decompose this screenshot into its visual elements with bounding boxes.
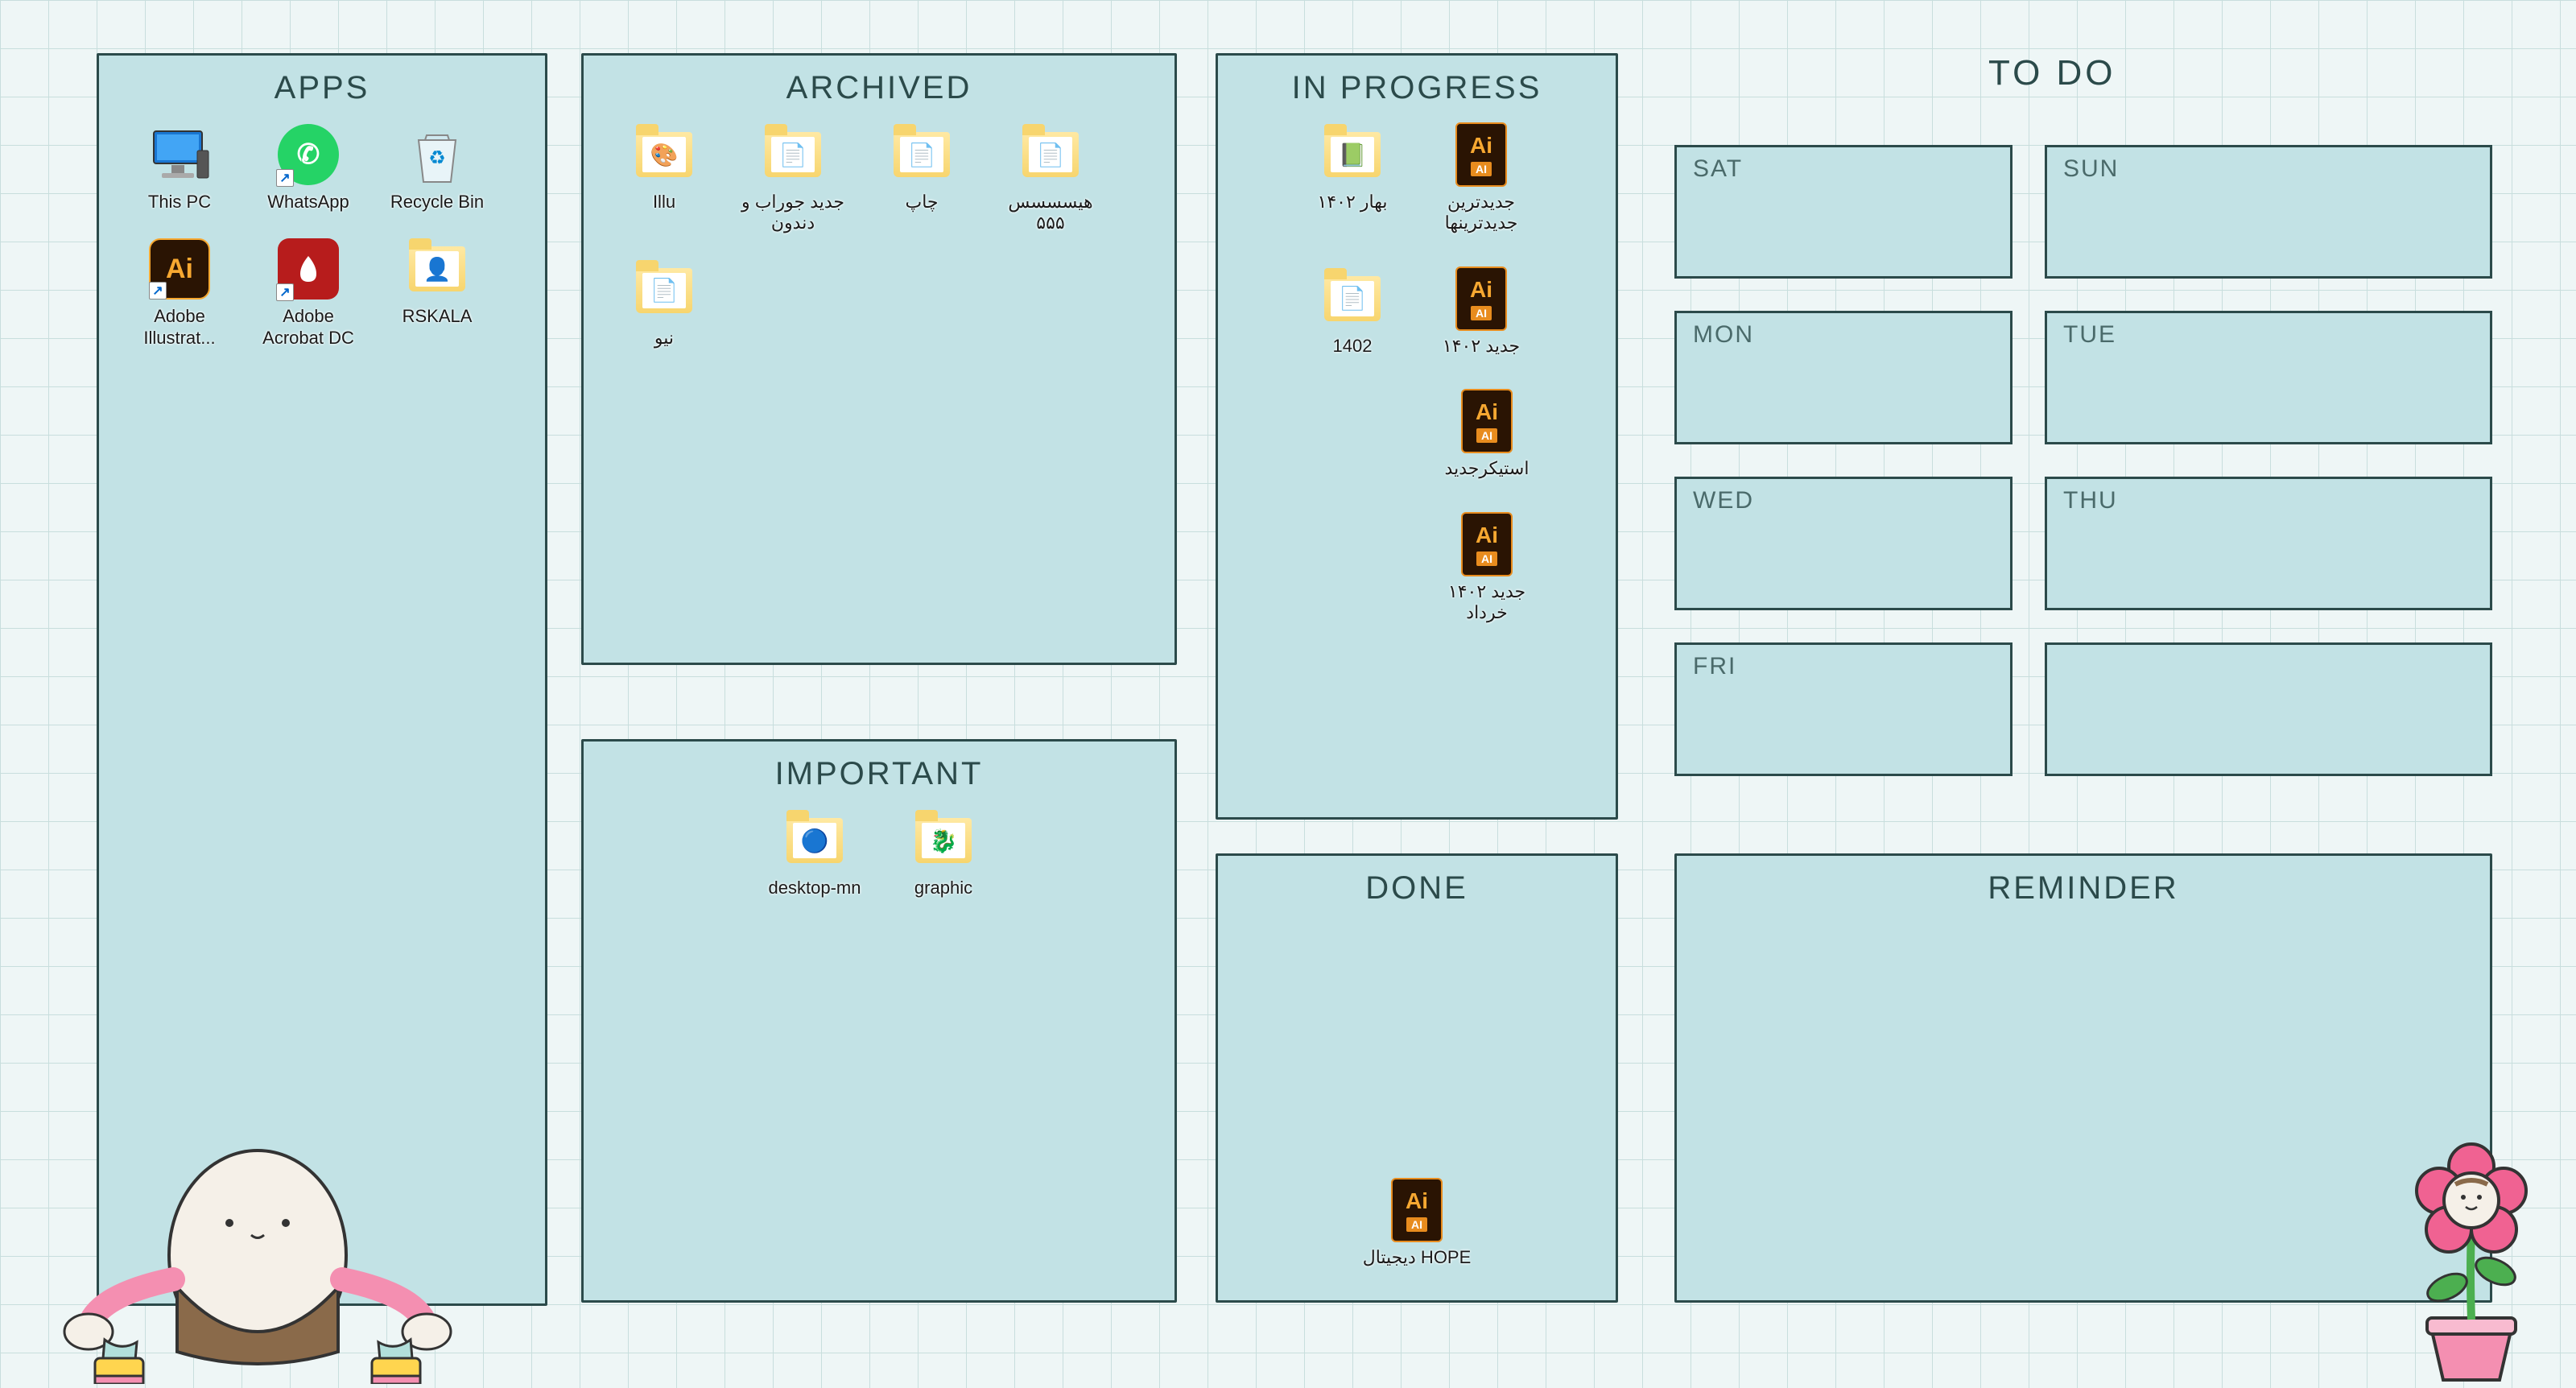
adobe-illustrator-label: Adobe Illustrat... (123, 306, 236, 349)
day-label-blank (2047, 645, 2490, 653)
day-label-tue: TUE (2047, 313, 2490, 349)
folder-bahar[interactable]: 📗 بهار ۱۴۰۲ (1296, 122, 1409, 234)
adobe-acrobat-icon: ↗ (276, 237, 341, 301)
folder-illu-label: Illu (653, 192, 675, 213)
folder-hisssss-icon: 📄 (1018, 122, 1083, 187)
folder-niv[interactable]: 📄 نیو (608, 258, 720, 349)
day-label-fri: FRI (1677, 645, 2010, 680)
ai-new-1402-icon: AiAI (1449, 266, 1513, 331)
day-panel-thu: THU (2045, 477, 2492, 610)
todo-title: TO DO (1988, 53, 2116, 93)
adobe-acrobat-label: Adobe Acrobat DC (252, 306, 365, 349)
day-panel-sat: SAT (1674, 145, 2013, 279)
panel-apps-title: APPS (99, 56, 545, 106)
folder-illu-icon: 🎨 (632, 122, 696, 187)
day-label-sun: SUN (2047, 147, 2490, 183)
panel-archived-title: ARCHIVED (584, 56, 1174, 106)
folder-sock-dandoon[interactable]: 📄 جدید جوراب و دندون (737, 122, 849, 234)
folder-desktop-mn-label: desktop-mn (769, 878, 861, 898)
apps-grid: This PC ✆↗ WhatsApp ♻ Recycle Bin Ai↗ Ad… (99, 106, 545, 365)
day-label-mon: MON (1677, 313, 2010, 349)
ai-sticker-new[interactable]: AiAI استیکرجدید (1430, 389, 1543, 479)
folder-sock-dandoon-label: جدید جوراب و دندون (737, 192, 849, 234)
folder-niv-icon: 📄 (632, 258, 696, 323)
day-panel-mon: MON (1674, 311, 2013, 444)
folder-graphic-label: graphic (914, 878, 972, 898)
panel-apps: APPS This PC ✆↗ WhatsApp ♻ Recycle Bin A… (97, 53, 547, 1306)
day-label-sat: SAT (1677, 147, 2010, 183)
panel-reminder: REMINDER (1674, 853, 2492, 1303)
panel-important-title: IMPORTANT (584, 742, 1174, 792)
adobe-illustrator-icon: Ai↗ (147, 237, 212, 301)
ai-new-1402-label: جدید ۱۴۰۲ (1443, 336, 1520, 357)
folder-1402-label: 1402 (1333, 336, 1373, 357)
ai-sticker-new-icon: AiAI (1455, 389, 1519, 453)
panel-in-progress-title: IN PROGRESS (1218, 56, 1616, 106)
folder-desktop-mn[interactable]: 🔵 desktop-mn (758, 808, 871, 898)
done-grid: AiAI دیجیتال HOPE (1218, 1162, 1616, 1284)
recycle-bin-icon: ♻ (405, 122, 469, 187)
panel-done: DONE AiAI دیجیتال HOPE (1216, 853, 1618, 1303)
this-pc[interactable]: This PC (123, 122, 236, 213)
day-label-wed: WED (1677, 479, 2010, 514)
whatsapp-icon: ✆↗ (276, 122, 341, 187)
panel-reminder-title: REMINDER (1677, 856, 2490, 907)
folder-hisssss[interactable]: 📄 هیسسسس ۵۵۵ (994, 122, 1107, 234)
svg-text:♻: ♻ (428, 147, 446, 169)
day-panel-sun: SUN (2045, 145, 2492, 279)
rskala-icon: 👤 (405, 237, 469, 301)
folder-chap-icon: 📄 (890, 122, 954, 187)
recycle-bin[interactable]: ♻ Recycle Bin (381, 122, 493, 213)
folder-bahar-icon: 📗 (1320, 122, 1385, 187)
day-panel-wed: WED (1674, 477, 2013, 610)
ai-khordad-label: جدید ۱۴۰۲ خرداد (1430, 581, 1543, 624)
rskala-label: RSKALA (402, 306, 473, 327)
panel-archived: ARCHIVED 🎨 Illu 📄 جدید جوراب و دندون 📄 چ… (581, 53, 1177, 665)
panel-in-progress: IN PROGRESS 📗 بهار ۱۴۰۲ AiAI جدیدترین جد… (1216, 53, 1618, 820)
important-grid: 🔵 desktop-mn 🐉 graphic (584, 792, 1174, 915)
panel-important: IMPORTANT 🔵 desktop-mn 🐉 graphic (581, 739, 1177, 1303)
day-panel-blank (2045, 642, 2492, 776)
folder-illu[interactable]: 🎨 Illu (608, 122, 720, 234)
ai-new-1402[interactable]: AiAI جدید ۱۴۰۲ (1425, 266, 1538, 357)
folder-1402[interactable]: 📄 1402 (1296, 266, 1409, 357)
rskala[interactable]: 👤 RSKALA (381, 237, 493, 349)
adobe-illustrator[interactable]: Ai↗ Adobe Illustrat... (123, 237, 236, 349)
panel-done-title: DONE (1218, 856, 1616, 907)
whatsapp[interactable]: ✆↗ WhatsApp (252, 122, 365, 213)
in-progress-grid: 📗 بهار ۱۴۰۲ AiAI جدیدترین جدیدترینها 📄 1… (1218, 106, 1616, 639)
ai-newest-label: جدیدترین جدیدترینها (1425, 192, 1538, 234)
this-pc-label: This PC (148, 192, 211, 213)
adobe-acrobat[interactable]: ↗ Adobe Acrobat DC (252, 237, 365, 349)
folder-sock-dandoon-icon: 📄 (761, 122, 825, 187)
whatsapp-label: WhatsApp (267, 192, 349, 213)
folder-chap[interactable]: 📄 چاپ (865, 122, 978, 234)
this-pc-icon (147, 122, 212, 187)
folder-niv-label: نیو (654, 328, 674, 349)
folder-graphic[interactable]: 🐉 graphic (887, 808, 1000, 898)
folder-1402-icon: 📄 (1320, 266, 1385, 331)
ai-sticker-new-label: استیکرجدید (1445, 458, 1530, 479)
archived-grid: 🎨 Illu 📄 جدید جوراب و دندون 📄 چاپ 📄 هیسس… (584, 106, 1174, 365)
day-label-thu: THU (2047, 479, 2490, 514)
folder-chap-label: چاپ (905, 192, 938, 213)
ai-hope-digital-label: دیجیتال HOPE (1363, 1247, 1472, 1268)
ai-khordad[interactable]: AiAI جدید ۱۴۰۲ خرداد (1430, 512, 1543, 624)
ai-hope-digital-icon: AiAI (1385, 1178, 1449, 1242)
day-panel-tue: TUE (2045, 311, 2492, 444)
folder-desktop-mn-icon: 🔵 (782, 808, 847, 873)
day-panel-fri: FRI (1674, 642, 2013, 776)
folder-graphic-icon: 🐉 (911, 808, 976, 873)
ai-newest-icon: AiAI (1449, 122, 1513, 187)
ai-khordad-icon: AiAI (1455, 512, 1519, 576)
recycle-bin-label: Recycle Bin (390, 192, 484, 213)
ai-newest[interactable]: AiAI جدیدترین جدیدترینها (1425, 122, 1538, 234)
ai-hope-digital[interactable]: AiAI دیجیتال HOPE (1360, 1178, 1473, 1268)
folder-hisssss-label: هیسسسس ۵۵۵ (994, 192, 1107, 234)
folder-bahar-label: بهار ۱۴۰۲ (1318, 192, 1388, 213)
